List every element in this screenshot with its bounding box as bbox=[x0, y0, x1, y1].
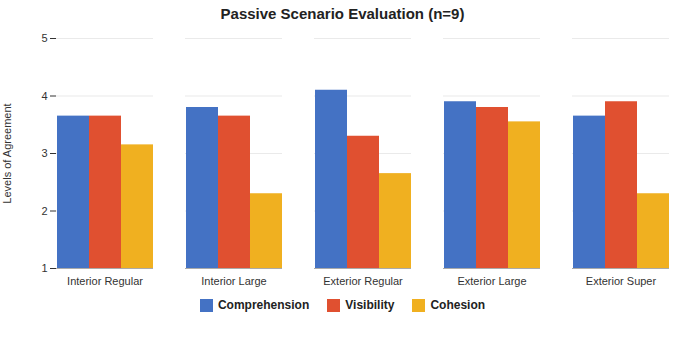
svg-text:Interior Large: Interior Large bbox=[201, 275, 266, 287]
svg-text:4: 4 bbox=[41, 90, 47, 102]
svg-text:Exterior Regular: Exterior Regular bbox=[323, 275, 403, 287]
html-text:Passive Scenario Evaluation (n: Passive Scenario Evaluation (n=9) bbox=[220, 5, 465, 22]
svg-text:5: 5 bbox=[41, 32, 47, 44]
html-text:Visibility: Visibility bbox=[345, 298, 395, 312]
svg-text:2: 2 bbox=[41, 205, 47, 217]
svg-text:Exterior Super: Exterior Super bbox=[586, 275, 657, 287]
svg-text:3: 3 bbox=[41, 147, 47, 159]
svg-text:Exterior Large: Exterior Large bbox=[457, 275, 526, 287]
svg-text:1: 1 bbox=[41, 262, 47, 274]
svg-text:Interior Regular: Interior Regular bbox=[67, 275, 143, 287]
svg-text:Levels of Agreement: Levels of Agreement bbox=[1, 103, 13, 203]
html-text:Cohesion: Cohesion bbox=[430, 298, 486, 312]
html-text:Comprehension: Comprehension bbox=[217, 298, 310, 312]
